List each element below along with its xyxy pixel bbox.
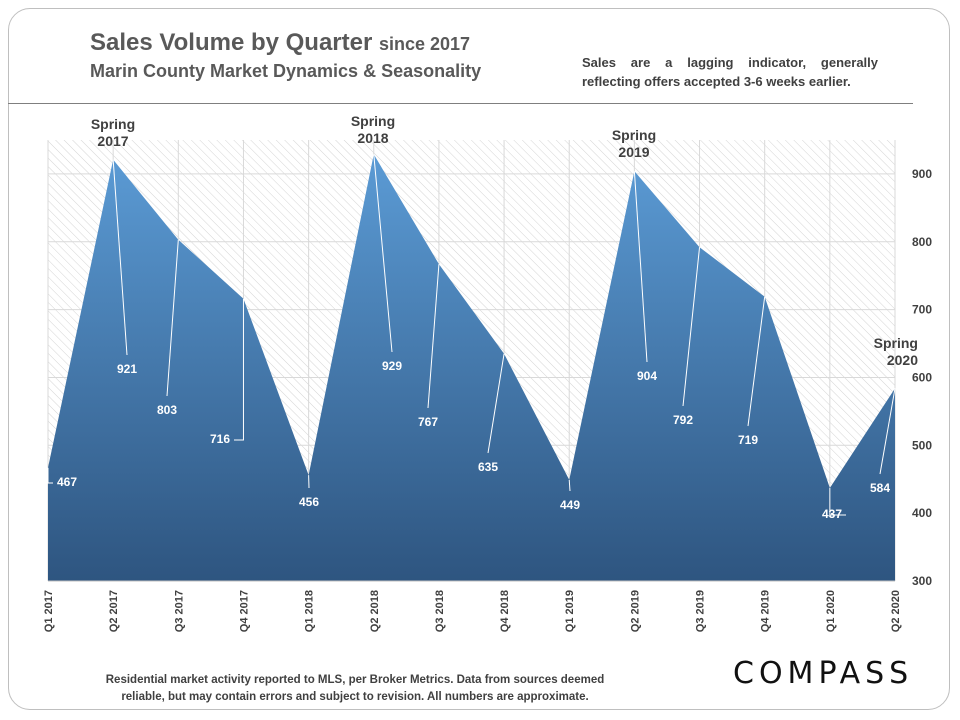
x-tick-label: Q2 2020 xyxy=(890,590,902,632)
x-tick-label: Q1 2020 xyxy=(825,590,837,632)
y-tick-label: 700 xyxy=(912,303,932,317)
data-label: 635 xyxy=(478,460,498,474)
x-tick-label: Q1 2018 xyxy=(304,590,316,632)
title-divider xyxy=(8,103,913,104)
data-label: 449 xyxy=(560,498,580,512)
data-label-leader xyxy=(829,488,846,516)
data-label-leader xyxy=(487,353,505,454)
compass-logo: COMPASS xyxy=(733,656,914,691)
y-tick-label: 900 xyxy=(912,167,932,181)
data-label: 437 xyxy=(822,507,842,521)
data-label: 716 xyxy=(210,432,230,446)
data-label-leader xyxy=(373,154,393,353)
chart-subtitle: Marin County Market Dynamics & Seasonali… xyxy=(90,61,482,81)
x-tick-label: Q1 2017 xyxy=(43,590,55,632)
data-label: 792 xyxy=(673,413,693,427)
spring-annotation: Spring 2018 xyxy=(351,113,395,146)
data-label: 719 xyxy=(738,433,758,447)
y-tick-label: 400 xyxy=(912,506,932,520)
data-label-leader xyxy=(568,479,571,492)
data-label: 584 xyxy=(870,481,890,495)
y-tick-label: 600 xyxy=(912,370,932,384)
data-label-leader xyxy=(427,264,440,409)
data-label: 456 xyxy=(299,495,319,509)
data-label: 803 xyxy=(157,403,177,417)
y-tick-label: 500 xyxy=(912,438,932,452)
y-tick-label: 800 xyxy=(912,235,932,249)
chart-title: Sales Volume by Quarter since 2017 xyxy=(90,29,471,56)
data-label: 921 xyxy=(117,362,137,376)
data-label: 467 xyxy=(57,475,77,489)
x-tick-label: Q2 2017 xyxy=(108,590,120,632)
data-label-leader xyxy=(747,296,766,427)
data-label-leader xyxy=(112,159,128,356)
x-tick-label: Q4 2017 xyxy=(238,590,250,632)
y-tick-label: 300 xyxy=(912,574,932,588)
source-footnote: Residential market activity reported to … xyxy=(105,674,605,703)
x-tick-label: Q1 2019 xyxy=(564,590,576,632)
spring-annotation: Spring 2017 xyxy=(91,116,135,149)
data-label-leader xyxy=(879,388,896,475)
data-label-leader xyxy=(166,239,179,397)
chart-title-since: since 2017 xyxy=(379,34,471,54)
data-label: 904 xyxy=(637,369,657,383)
data-label: 929 xyxy=(382,359,402,373)
spring-annotation: Spring 2020 xyxy=(874,335,919,368)
spring-annotation: Spring 2019 xyxy=(612,127,656,160)
data-label-leader xyxy=(633,171,648,363)
x-tick-label: Q3 2018 xyxy=(434,590,446,632)
lagging-indicator-note: Sales are a lagging indicator, generally… xyxy=(582,55,878,89)
x-tick-label: Q3 2019 xyxy=(695,590,707,632)
x-tick-label: Q2 2019 xyxy=(629,590,641,632)
data-label-leader xyxy=(682,247,701,407)
x-tick-label: Q4 2019 xyxy=(760,590,772,632)
sales-area-series xyxy=(48,154,895,582)
x-tick-label: Q4 2018 xyxy=(499,590,511,632)
data-label-leader xyxy=(234,298,244,441)
data-label-leader xyxy=(47,467,53,484)
data-label: 767 xyxy=(418,415,438,429)
x-tick-label: Q2 2018 xyxy=(369,590,381,632)
x-tick-label: Q3 2017 xyxy=(173,590,185,632)
